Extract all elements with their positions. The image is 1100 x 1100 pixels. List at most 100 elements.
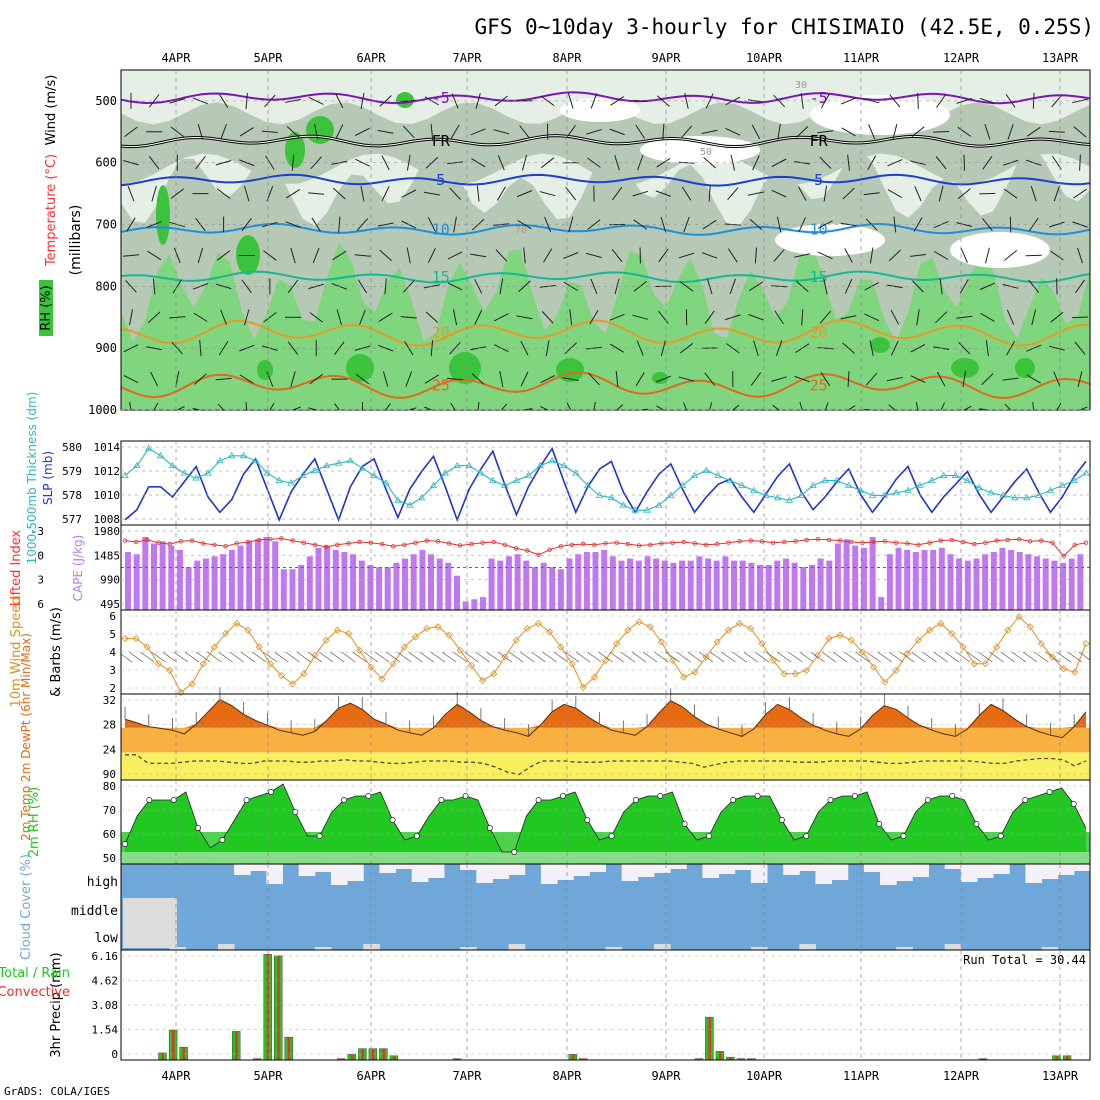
- wind-barb: [540, 406, 549, 410]
- wind-barb-10m: [710, 651, 725, 663]
- wind-tick-4: 6: [109, 610, 116, 623]
- wind-speed-point: [925, 626, 934, 634]
- precip-tick-4: 6.16: [92, 950, 119, 963]
- wind-barb: [540, 95, 555, 107]
- wind-barb: [589, 310, 599, 325]
- cape-bar: [211, 556, 218, 610]
- thickness-point: [239, 452, 248, 459]
- thickness-point: [180, 469, 189, 476]
- wind-barb: [725, 314, 741, 321]
- wind-barb: [269, 402, 275, 410]
- wind-barb-10m: [542, 651, 557, 663]
- wind-barb: [244, 309, 250, 326]
- wind-barb: [308, 407, 319, 410]
- thickness-point: [928, 476, 936, 483]
- wind-barb-10m: [330, 651, 345, 663]
- rh-dark-blob-4: [306, 116, 334, 144]
- cape-bar: [938, 547, 945, 610]
- wind-barb: [819, 156, 832, 169]
- wind-barb: [291, 154, 295, 171]
- wind-barb: [545, 340, 550, 357]
- cape-bar: [705, 558, 712, 610]
- wind-barb: [405, 371, 413, 387]
- thickness-point: [500, 481, 509, 488]
- cloud-level-high: high: [87, 875, 118, 890]
- wind-barb: [701, 129, 718, 134]
- precip-convective-bar: [382, 1048, 385, 1060]
- rh2m-point: [924, 797, 931, 803]
- ylabel-convective: Convective: [0, 985, 70, 1000]
- ua-ytick-600: 600: [95, 156, 117, 170]
- wind-barb: [841, 127, 856, 137]
- precip-convective-bar: [371, 1048, 375, 1060]
- wind-barb: [823, 185, 828, 202]
- cape-bar: [1051, 560, 1058, 610]
- wind-barb: [1004, 403, 1012, 410]
- wind-barb: [980, 312, 995, 322]
- rh2m-point: [803, 833, 810, 839]
- wind-barb: [979, 192, 996, 195]
- cape-bar: [947, 554, 954, 610]
- rh-dark-blob-10: [951, 358, 979, 378]
- wind-barb-10m: [877, 651, 893, 663]
- rh-dark-blob-11: [1015, 358, 1035, 378]
- wind-barb-10m: [944, 651, 960, 663]
- wind-barb: [909, 254, 926, 257]
- wind-barb: [450, 402, 456, 410]
- cape-bar: [800, 567, 807, 610]
- wind-barb: [309, 373, 323, 385]
- cape-bar: [739, 560, 746, 610]
- wind-speed-point: [367, 663, 375, 671]
- wind-speed-point: [210, 643, 218, 651]
- thickness-point: [963, 476, 972, 483]
- wind-barb-10m: [1067, 651, 1083, 663]
- cape-bar: [774, 560, 781, 610]
- thickness-point: [121, 471, 129, 478]
- lifted-index-point: [446, 541, 452, 546]
- ylabel-rh2m: 2m RH (%): [27, 787, 42, 858]
- wind-barb: [887, 189, 903, 199]
- wind-barb-10m: [385, 651, 401, 663]
- wind-barb: [216, 188, 231, 199]
- rh2m-point: [900, 833, 907, 839]
- wind-barb: [1073, 188, 1087, 199]
- cape-bar: [592, 552, 599, 610]
- wind-barb: [957, 126, 972, 137]
- wind-barb-10m: [464, 651, 479, 663]
- wind-barb: [635, 408, 649, 410]
- wind-barb: [450, 124, 460, 139]
- thickness-point: [916, 481, 924, 488]
- wind-speed-point: [546, 628, 554, 636]
- wind-speed-point: [557, 643, 565, 651]
- lifted-index-point: [983, 540, 988, 545]
- precip-tick-2: 3.08: [92, 999, 119, 1012]
- thickness-tick-3: 580: [62, 441, 82, 454]
- isotherm-label-25-0: 25: [432, 376, 450, 394]
- thickness-point: [156, 452, 165, 459]
- isotherm-label-5-0: 5: [436, 171, 445, 189]
- wind-barb: [910, 375, 926, 383]
- rh-contour-label-30: 30: [795, 80, 807, 91]
- wind-barb: [1025, 254, 1042, 257]
- wind-barb: [285, 188, 301, 199]
- wind-barb: [1078, 406, 1088, 410]
- wind-barb: [709, 402, 713, 410]
- rh2m-point: [949, 793, 956, 799]
- slp-tick-3: 1014: [94, 441, 121, 454]
- cloud-high-gap: [702, 864, 720, 878]
- wind-barb: [360, 185, 365, 202]
- li-tick-2: 0: [37, 549, 44, 562]
- wind-barb: [731, 404, 740, 410]
- cape-bar: [990, 552, 997, 610]
- cloud-high-gap: [427, 864, 445, 878]
- wind-barb: [847, 371, 850, 388]
- wind-barb: [540, 157, 555, 169]
- rh2m-point: [316, 833, 323, 839]
- wind-barb: [332, 250, 347, 261]
- wind-barb: [587, 219, 601, 230]
- wind-barb: [147, 311, 161, 323]
- ylabel-lifted: Lifted Index: [9, 529, 24, 606]
- cape-bar: [315, 547, 322, 610]
- precip-convective-bar: [1055, 1055, 1058, 1060]
- wind-barb: [291, 406, 301, 410]
